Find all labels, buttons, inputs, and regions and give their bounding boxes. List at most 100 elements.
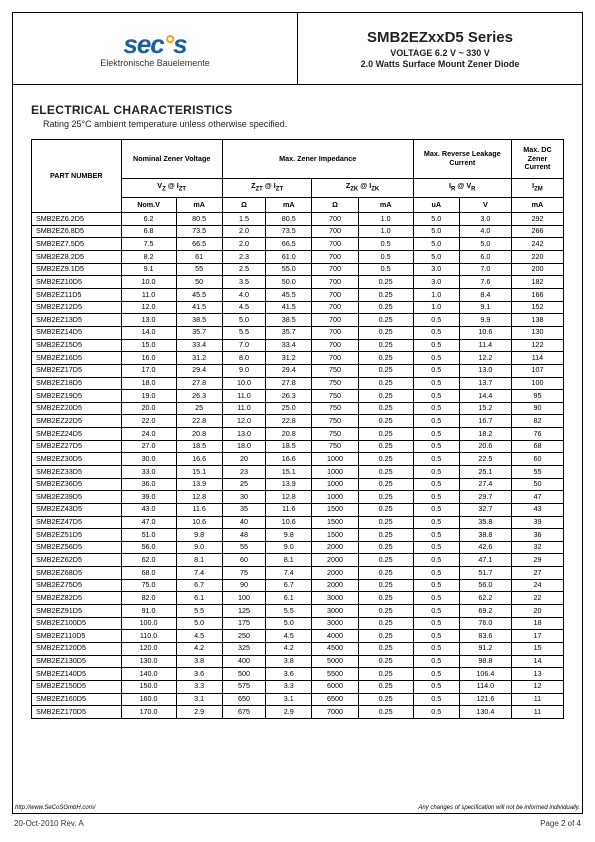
th-ir: IR @ VR — [413, 178, 511, 197]
cell-value: 50 — [511, 478, 563, 491]
cell-partnumber: SMB2EZ18D5 — [32, 377, 122, 390]
cell-value: 0.25 — [358, 567, 413, 580]
cell-value: 750 — [312, 402, 358, 415]
table-row: SMB2EZ100D5100.05.01755.030000.250.576.0… — [32, 617, 564, 630]
cell-value: 18.5 — [176, 440, 222, 453]
cell-partnumber: SMB2EZ14D5 — [32, 326, 122, 339]
cell-value: 0.5 — [413, 642, 459, 655]
th-nominal: Nominal Zener Voltage — [121, 140, 222, 179]
cell-partnumber: SMB2EZ36D5 — [32, 478, 122, 491]
cell-value: 0.5 — [358, 238, 413, 251]
cell-value: 700 — [312, 263, 358, 276]
cell-value: 4.5 — [266, 630, 312, 643]
cell-value: 700 — [312, 326, 358, 339]
cell-partnumber: SMB2EZ170D5 — [32, 706, 122, 719]
cell-value: 0.25 — [358, 516, 413, 529]
cell-value: 100 — [511, 377, 563, 390]
th-unit: V — [459, 197, 511, 213]
cell-value: 3.1 — [266, 693, 312, 706]
table-row: SMB2EZ140D5140.03.65003.655000.250.5106.… — [32, 668, 564, 681]
cell-partnumber: SMB2EZ43D5 — [32, 503, 122, 516]
cell-value: 12 — [511, 680, 563, 693]
cell-value: 42.6 — [459, 541, 511, 554]
cell-partnumber: SMB2EZ19D5 — [32, 390, 122, 403]
cell-value: 0.25 — [358, 276, 413, 289]
cell-value: 69.2 — [459, 605, 511, 618]
cell-value: 0.5 — [413, 605, 459, 618]
cell-value: 18.2 — [459, 428, 511, 441]
cell-value: 0.5 — [413, 655, 459, 668]
cell-value: 68 — [511, 440, 563, 453]
cell-value: 8.1 — [176, 554, 222, 567]
table-row: SMB2EZ120D5120.04.23254.245000.250.591.2… — [32, 642, 564, 655]
cell-value: 0.5 — [413, 314, 459, 327]
cell-value: 9.0 — [266, 541, 312, 554]
cell-value: 35.7 — [176, 326, 222, 339]
cell-value: 38.5 — [176, 314, 222, 327]
cell-value: 39 — [511, 516, 563, 529]
table-row: SMB2EZ62D562.08.1608.120000.250.547.129 — [32, 554, 564, 567]
cell-value: 4.0 — [459, 225, 511, 238]
cell-value: 12.0 — [121, 301, 176, 314]
cell-value: 9.8 — [266, 529, 312, 542]
cell-partnumber: SMB2EZ13D5 — [32, 314, 122, 327]
cell-value: 6.1 — [176, 592, 222, 605]
cell-value: 15.1 — [176, 466, 222, 479]
cell-value: 16.0 — [121, 352, 176, 365]
table-head: PART NUMBER Nominal Zener Voltage Max. Z… — [32, 140, 564, 213]
cell-value: 7.6 — [459, 276, 511, 289]
cell-value: 0.5 — [413, 364, 459, 377]
table-row: SMB2EZ27D527.018.518.018.57500.250.520.6… — [32, 440, 564, 453]
cell-value: 575 — [222, 680, 265, 693]
cell-value: 5.5 — [222, 326, 265, 339]
cell-value: 13.0 — [459, 364, 511, 377]
cell-value: 31.2 — [266, 352, 312, 365]
cell-value: 18 — [511, 617, 563, 630]
cell-value: 6500 — [312, 693, 358, 706]
cell-value: 13.0 — [121, 314, 176, 327]
cell-value: 3000 — [312, 592, 358, 605]
table-row: SMB2EZ17D517.029.49.029.47500.250.513.01… — [32, 364, 564, 377]
cell-value: 0.25 — [358, 390, 413, 403]
cell-value: 0.5 — [413, 680, 459, 693]
cell-partnumber: SMB2EZ47D5 — [32, 516, 122, 529]
cell-value: 32 — [511, 541, 563, 554]
cell-value: 20 — [222, 453, 265, 466]
cell-partnumber: SMB2EZ130D5 — [32, 655, 122, 668]
cell-value: 114 — [511, 352, 563, 365]
cell-value: 7.0 — [459, 263, 511, 276]
page-border: sec°s Elektronische Bauelemente SMB2EZxx… — [12, 12, 583, 814]
cell-value: 0.5 — [413, 706, 459, 719]
cell-value: 6.1 — [266, 592, 312, 605]
th-unit: uA — [413, 197, 459, 213]
cell-value: 0.25 — [358, 554, 413, 567]
cell-value: 24.0 — [121, 428, 176, 441]
cell-value: 22 — [511, 592, 563, 605]
cell-value: 6.2 — [121, 213, 176, 226]
cell-value: 0.25 — [358, 706, 413, 719]
cell-value: 5.5 — [176, 605, 222, 618]
cell-value: 16.6 — [176, 453, 222, 466]
th-dcz: Max. DC Zener Current — [511, 140, 563, 179]
cell-value: 0.25 — [358, 579, 413, 592]
th-vz: VZ @ IZT — [121, 178, 222, 197]
cell-value: 750 — [312, 390, 358, 403]
cell-value: 0.5 — [413, 453, 459, 466]
cell-value: 25 — [222, 478, 265, 491]
cell-value: 2.0 — [222, 225, 265, 238]
cell-value: 0.5 — [413, 478, 459, 491]
cell-value: 10.6 — [266, 516, 312, 529]
cell-partnumber: SMB2EZ150D5 — [32, 680, 122, 693]
cell-value: 1000 — [312, 491, 358, 504]
th-impedance: Max. Zener Impedance — [222, 140, 413, 179]
cell-value: 3.0 — [413, 263, 459, 276]
cell-value: 150.0 — [121, 680, 176, 693]
cell-value: 33.4 — [266, 339, 312, 352]
cell-value: 51.7 — [459, 567, 511, 580]
cell-value: 8.2 — [121, 251, 176, 264]
cell-value: 35.7 — [266, 326, 312, 339]
table-row: SMB2EZ47D547.010.64010.615000.250.535.83… — [32, 516, 564, 529]
cell-value: 60 — [222, 554, 265, 567]
cell-value: 43.0 — [121, 503, 176, 516]
cell-partnumber: SMB2EZ22D5 — [32, 415, 122, 428]
